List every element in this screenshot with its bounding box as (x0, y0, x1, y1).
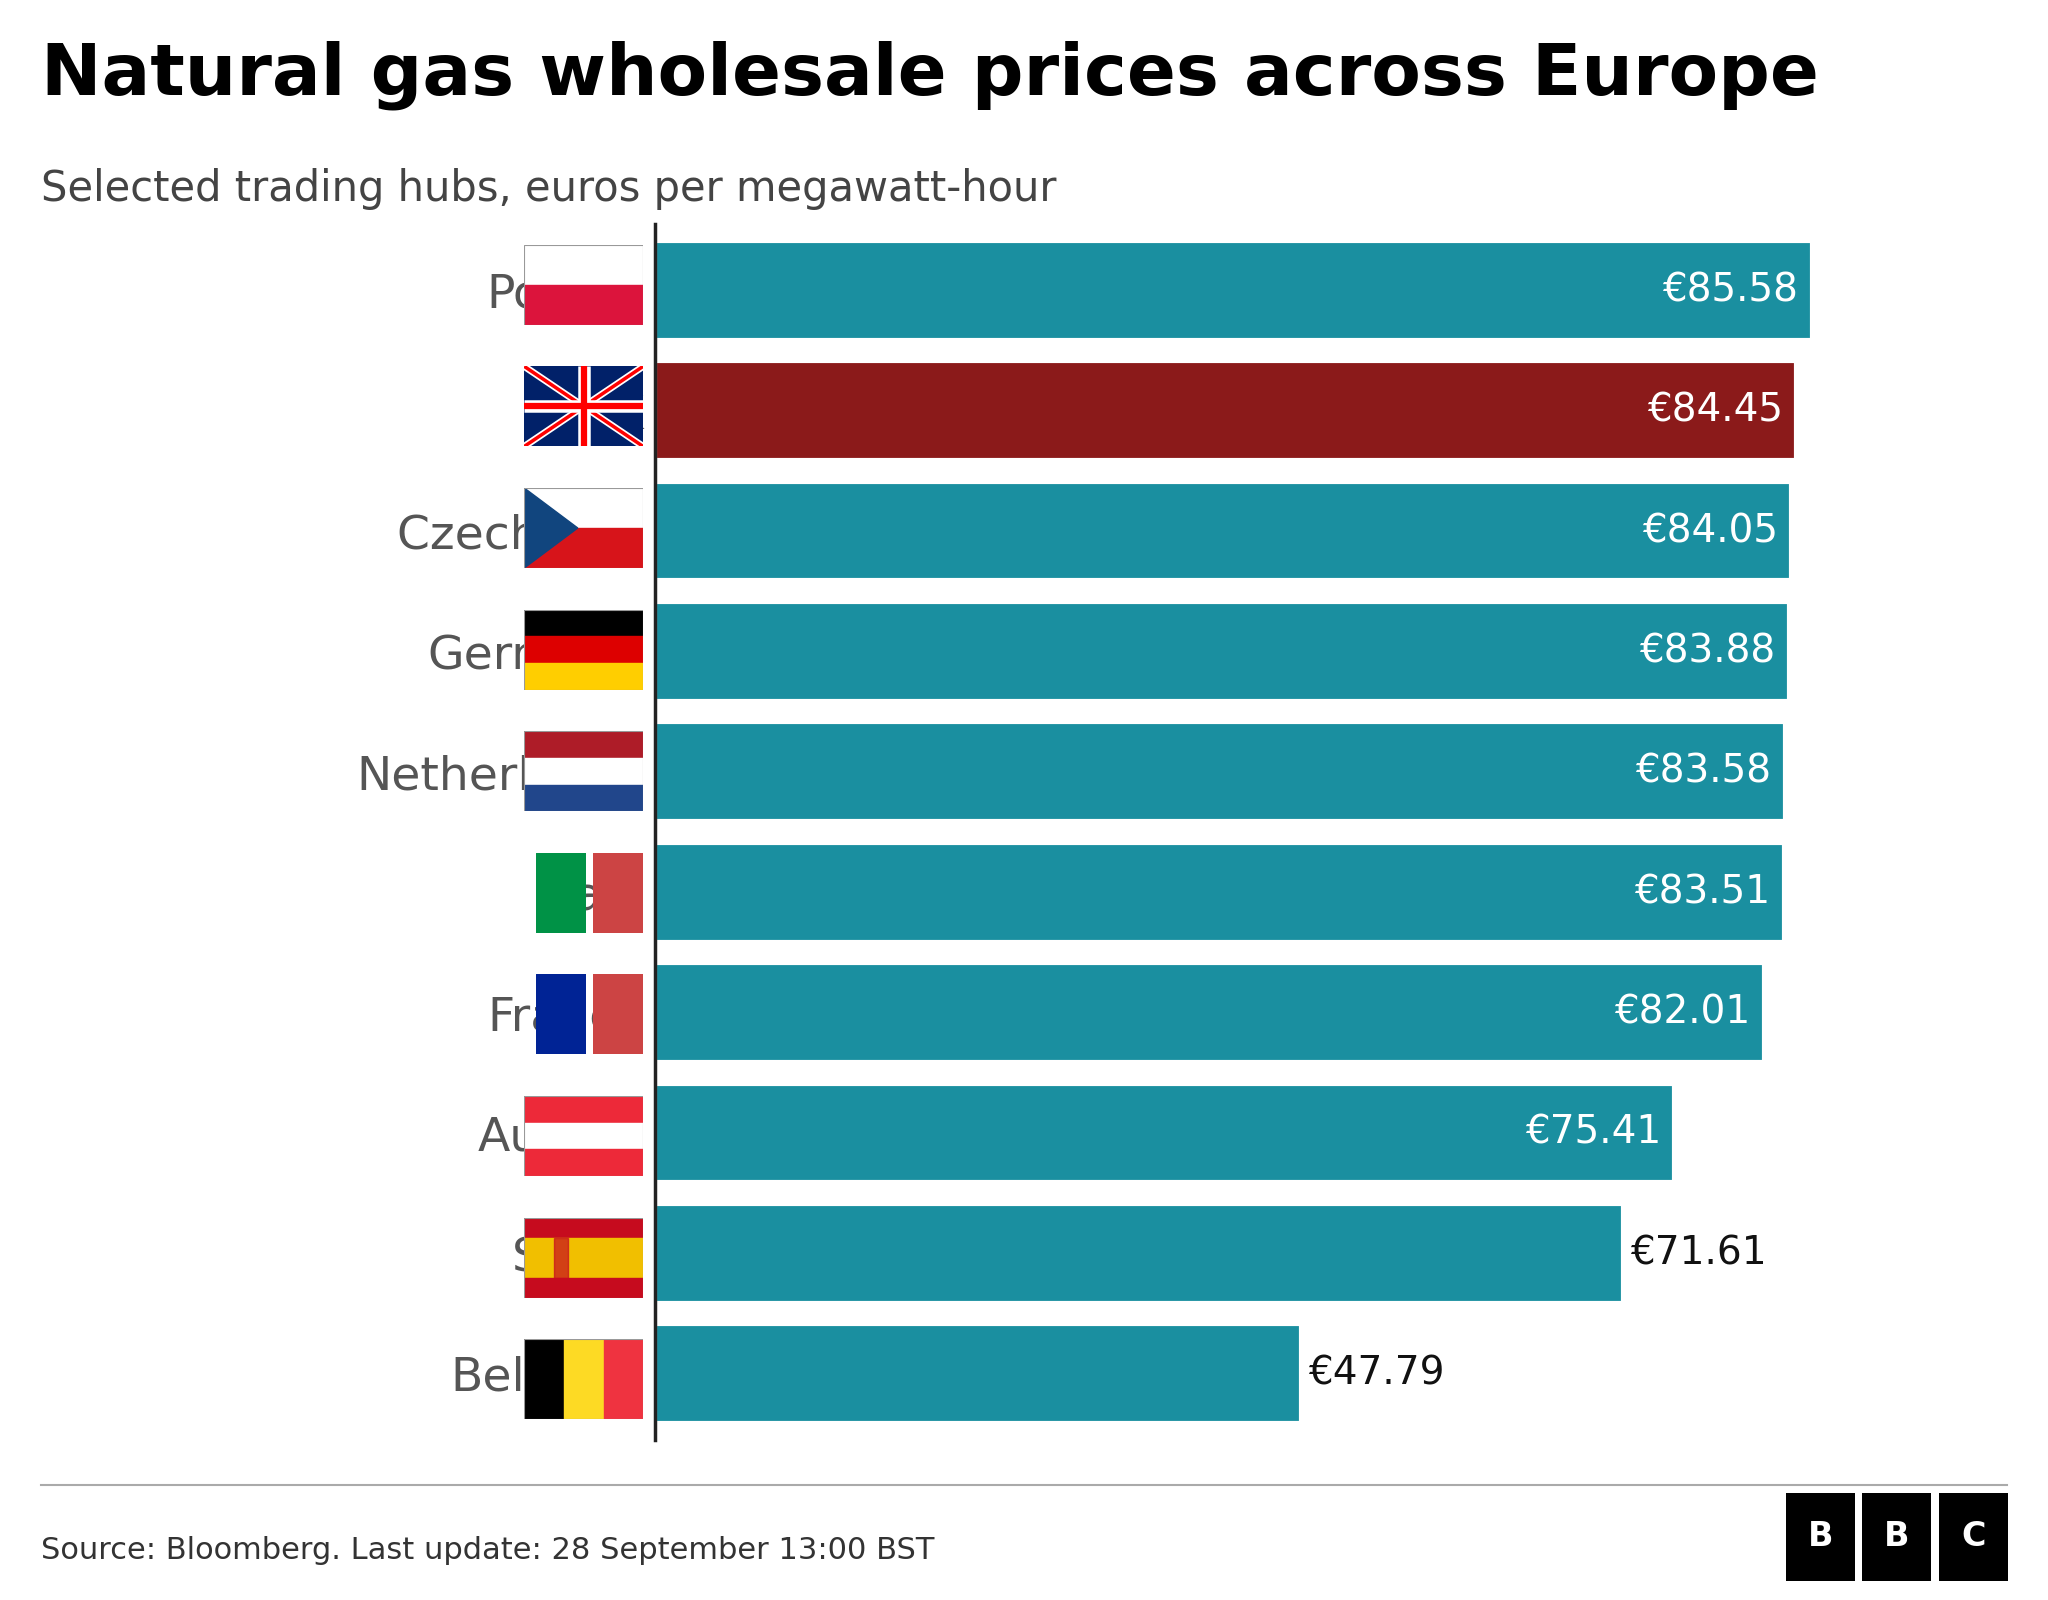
Text: B: B (1808, 1520, 1833, 1554)
Bar (563, 1339, 604, 1419)
Bar (655, 963, 1763, 1062)
Bar (1939, 1493, 2007, 1581)
Bar (655, 723, 1784, 821)
Bar (524, 285, 643, 325)
Bar (655, 482, 1792, 581)
Text: €83.58: €83.58 (1634, 754, 1772, 790)
Bar (655, 1325, 1300, 1422)
Bar (524, 731, 643, 758)
Bar (524, 610, 643, 637)
Text: €85.58: €85.58 (1663, 272, 1798, 309)
Bar (655, 843, 1784, 941)
Bar (524, 1149, 643, 1176)
Bar (524, 662, 643, 690)
Bar (604, 1339, 643, 1419)
Bar (655, 1083, 1675, 1182)
Text: €84.05: €84.05 (1642, 512, 1778, 550)
Bar (524, 1339, 563, 1419)
Polygon shape (524, 488, 578, 568)
Text: €71.61: €71.61 (1630, 1234, 1765, 1272)
Bar (655, 242, 1812, 339)
Bar (524, 245, 643, 285)
Bar (1862, 1493, 1931, 1581)
Text: Selected trading hubs, euros per megawatt-hour: Selected trading hubs, euros per megawat… (41, 168, 1057, 210)
Bar (655, 602, 1788, 701)
Bar (553, 1238, 567, 1277)
Text: C: C (1962, 1520, 1987, 1554)
Bar (524, 1096, 643, 1123)
Bar (524, 758, 643, 784)
Bar (524, 488, 643, 528)
Text: €84.45: €84.45 (1647, 392, 1784, 430)
Bar (524, 1218, 643, 1238)
Bar (524, 784, 643, 811)
Bar (655, 362, 1796, 459)
Text: €82.01: €82.01 (1614, 994, 1749, 1032)
Bar (524, 637, 643, 662)
Bar (655, 1205, 1622, 1302)
Bar (524, 1277, 643, 1298)
Bar (524, 528, 643, 568)
Text: €83.88: €83.88 (1638, 632, 1776, 670)
Bar (1786, 1493, 1855, 1581)
Text: B: B (1884, 1520, 1909, 1554)
Text: €83.51: €83.51 (1634, 874, 1769, 910)
Text: Source: Bloomberg. Last update: 28 September 13:00 BST: Source: Bloomberg. Last update: 28 Septe… (41, 1536, 934, 1565)
Text: €75.41: €75.41 (1524, 1114, 1661, 1152)
Bar (524, 1238, 643, 1277)
Text: Natural gas wholesale prices across Europe: Natural gas wholesale prices across Euro… (41, 40, 1819, 109)
Text: €47.79: €47.79 (1309, 1355, 1444, 1392)
Bar (524, 1123, 643, 1149)
